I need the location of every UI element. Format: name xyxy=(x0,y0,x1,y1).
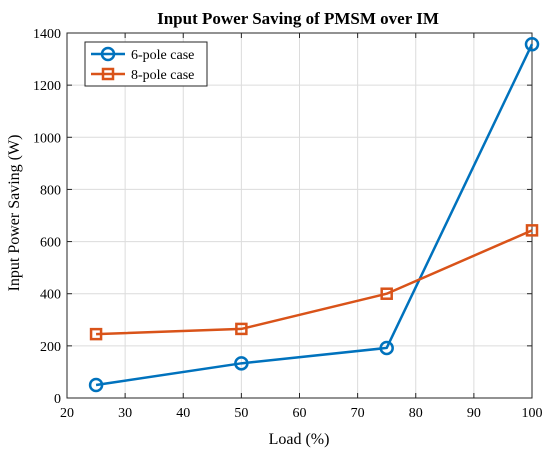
data-point-square xyxy=(89,327,103,341)
data-point-circle xyxy=(234,356,249,371)
chart-title: Input Power Saving of PMSM over IM xyxy=(157,9,439,28)
series-line xyxy=(96,229,533,336)
data-point-square xyxy=(235,322,248,336)
data-point-square xyxy=(380,287,393,300)
legend-item: 8-pole case xyxy=(91,67,194,83)
axis-ticks: 20 30 40 50 60 70 80 90 100020040060080010001200… xyxy=(33,27,543,421)
legend-item: 6-pole case xyxy=(91,46,194,63)
legend-marker xyxy=(100,46,116,62)
series-2 xyxy=(89,224,539,341)
data-point-circle xyxy=(524,36,540,52)
x-tick-label: 30 xyxy=(118,406,132,421)
y-tick-label: 800 xyxy=(40,183,61,198)
legend-label: 6-pole case xyxy=(131,48,194,63)
x-tick-label: 90 xyxy=(467,406,481,421)
legend-marker xyxy=(101,67,115,81)
y-tick-label: 400 xyxy=(40,288,61,303)
legend-label: 8-pole case xyxy=(131,68,194,83)
x-tick-label: 100 xyxy=(522,406,543,421)
x-axis-label: Load (%) xyxy=(269,431,330,448)
data-point-square xyxy=(525,224,539,237)
data-point-circle xyxy=(379,340,394,356)
y-tick-label: 1000 xyxy=(33,131,61,146)
y-axis-label: Input Power Saving (W) xyxy=(6,135,23,292)
series-line xyxy=(95,43,534,387)
x-tick-label: 60 xyxy=(293,406,307,421)
series-1 xyxy=(88,36,540,393)
y-tick-label: 1400 xyxy=(33,27,61,42)
y-tick-label: 0 xyxy=(54,392,61,407)
x-tick-label: 70 xyxy=(351,406,365,421)
y-tick-label: 600 xyxy=(40,236,61,251)
x-tick-label: 50 xyxy=(234,406,248,421)
series-layer xyxy=(88,36,540,393)
data-point-circle xyxy=(88,377,104,393)
x-tick-label: 20 xyxy=(60,406,74,421)
legend: 6-pole case 8-pole case xyxy=(84,41,208,87)
grid xyxy=(66,32,533,399)
y-tick-label: 200 xyxy=(40,340,61,355)
x-tick-label: 80 xyxy=(409,406,423,421)
x-tick-label: 40 xyxy=(176,406,190,421)
y-tick-label: 1200 xyxy=(33,79,61,94)
